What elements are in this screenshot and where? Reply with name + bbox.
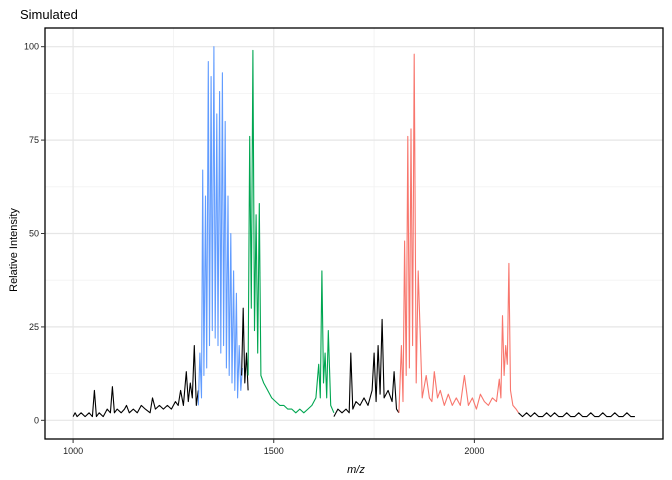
series-line-0 bbox=[72, 345, 199, 418]
series-line-5 bbox=[398, 53, 519, 414]
x-tick-label: 1500 bbox=[264, 446, 284, 456]
x-tick-label: 1000 bbox=[63, 446, 83, 456]
x-axis-title: m/z bbox=[347, 464, 365, 476]
y-tick-label: 25 bbox=[29, 322, 39, 332]
x-tick-label: 2000 bbox=[464, 446, 484, 456]
chart-title: Simulated bbox=[20, 7, 78, 22]
y-axis-title: Relative Intensity bbox=[8, 208, 20, 292]
y-tick-label: 50 bbox=[29, 229, 39, 239]
x-axis: 1000 1500 2000 bbox=[63, 439, 484, 456]
series-line-1 bbox=[197, 46, 243, 406]
series-line-4 bbox=[333, 318, 400, 417]
grid bbox=[45, 28, 663, 439]
y-tick-label: 0 bbox=[34, 415, 39, 425]
y-tick-label: 100 bbox=[24, 42, 39, 52]
series-line-3 bbox=[247, 49, 335, 414]
series-line-6 bbox=[518, 412, 635, 418]
y-tick-label: 75 bbox=[29, 135, 39, 145]
series-layer bbox=[72, 46, 635, 418]
y-axis: 0 25 50 75 100 bbox=[24, 42, 45, 425]
series-line-2 bbox=[241, 307, 249, 391]
